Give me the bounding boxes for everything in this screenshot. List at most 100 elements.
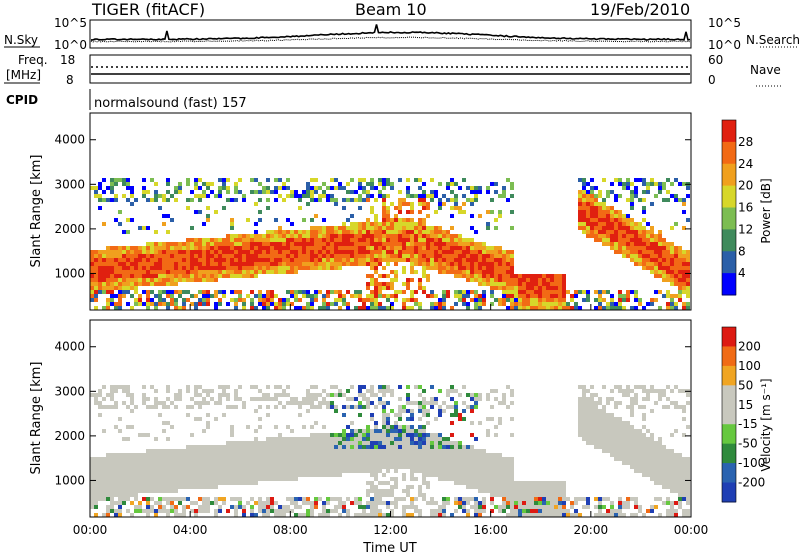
power-cell <box>558 282 562 286</box>
velocity-cell <box>246 481 250 485</box>
velocity-cell <box>366 469 370 473</box>
velocity-cell <box>218 461 222 465</box>
power-cell <box>398 198 402 202</box>
power-cell <box>438 226 442 230</box>
velocity-cell <box>278 385 282 389</box>
power-cell <box>482 298 486 302</box>
velocity-cell <box>306 445 310 449</box>
power-cell <box>670 182 674 186</box>
power-cell <box>110 278 114 282</box>
power-cell <box>94 190 98 194</box>
power-cell <box>342 198 346 202</box>
power-cell <box>370 274 374 278</box>
power-cell <box>438 242 442 246</box>
power-cell <box>466 290 470 294</box>
velocity-cell <box>634 437 638 441</box>
velocity-cell <box>654 457 658 461</box>
velocity-cell <box>370 385 374 389</box>
velocity-cell <box>378 481 382 485</box>
velocity-cell <box>518 513 522 517</box>
power-cell <box>106 186 110 190</box>
velocity-cell <box>422 453 426 457</box>
velocity-cell <box>606 397 610 401</box>
power-cell <box>338 294 342 298</box>
velocity-cell <box>442 497 446 501</box>
velocity-cell <box>338 453 342 457</box>
velocity-cell <box>170 473 174 477</box>
velocity-cell <box>462 465 466 469</box>
power-cell <box>434 234 438 238</box>
velocity-cell <box>270 449 274 453</box>
power-cell <box>398 246 402 250</box>
velocity-cell <box>462 409 466 413</box>
velocity-cell <box>518 505 522 509</box>
power-cell <box>474 258 478 262</box>
power-cell <box>138 266 142 270</box>
power-cell <box>514 290 518 294</box>
power-cell <box>354 238 358 242</box>
velocity-cell <box>630 409 634 413</box>
power-cell <box>150 242 154 246</box>
power-cell <box>94 290 98 294</box>
power-cell <box>674 262 678 266</box>
power-cell <box>246 246 250 250</box>
velocity-cell <box>430 461 434 465</box>
power-cell <box>334 266 338 270</box>
power-cell <box>658 306 662 310</box>
power-cell <box>402 306 406 310</box>
power-cell <box>446 290 450 294</box>
velocity-cell <box>106 493 110 497</box>
velocity-cell <box>470 477 474 481</box>
velocity-cell <box>490 389 494 393</box>
velocity-cell <box>362 457 366 461</box>
power-cell <box>374 278 378 282</box>
power-cell <box>162 258 166 262</box>
power-cell <box>410 262 414 266</box>
power-cell <box>486 270 490 274</box>
velocity-cell <box>386 433 390 437</box>
velocity-cell <box>534 509 538 513</box>
power-cell <box>594 226 598 230</box>
power-cell <box>494 262 498 266</box>
power-cell <box>130 258 134 262</box>
velocity-cell <box>170 489 174 493</box>
velocity-cell <box>218 393 222 397</box>
velocity-cell <box>154 449 158 453</box>
power-cell <box>170 294 174 298</box>
cpid-text: normalsound (fast) 157 <box>94 96 247 111</box>
power-cell <box>146 278 150 282</box>
velocity-cell <box>342 441 346 445</box>
velocity-cell <box>242 481 246 485</box>
velocity-cell <box>394 433 398 437</box>
velocity-cell <box>622 501 626 505</box>
velocity-cell <box>298 445 302 449</box>
power-cell <box>626 226 630 230</box>
power-cell <box>322 266 326 270</box>
power-cell <box>390 302 394 306</box>
power-cell <box>114 302 118 306</box>
velocity-cell <box>286 449 290 453</box>
velocity-cell <box>646 445 650 449</box>
power-cell <box>178 258 182 262</box>
power-cell <box>138 254 142 258</box>
colorbar-swatch <box>722 163 736 187</box>
velocity-cell <box>518 481 522 485</box>
power-cell <box>90 186 94 190</box>
velocity-cell <box>442 441 446 445</box>
velocity-cell <box>366 401 370 405</box>
velocity-cell <box>462 457 466 461</box>
power-cell <box>594 290 598 294</box>
velocity-cell <box>154 489 158 493</box>
power-cell <box>426 258 430 262</box>
noise-panel: N.Sky 10^5 10^0 10^5 10^0 N.Search <box>4 16 800 52</box>
velocity-cell <box>386 489 390 493</box>
velocity-cell <box>278 513 282 517</box>
velocity-cell <box>130 469 134 473</box>
velocity-cell <box>474 473 478 477</box>
velocity-cell <box>370 433 374 437</box>
power-cell <box>466 246 470 250</box>
power-cell <box>366 222 370 226</box>
velocity-cell <box>202 509 206 513</box>
velocity-cell <box>162 481 166 485</box>
power-cell <box>238 274 242 278</box>
